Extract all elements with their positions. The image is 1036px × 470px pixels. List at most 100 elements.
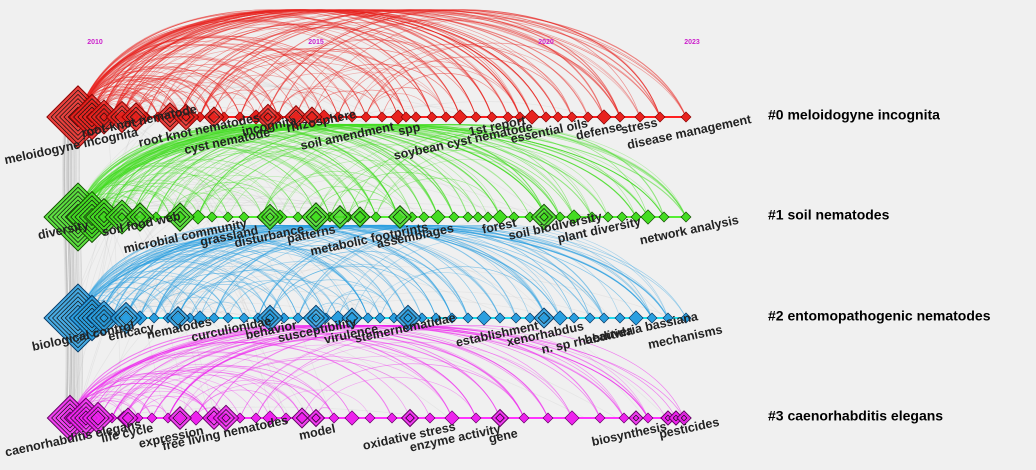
- keyword-node-major[interactable]: [403, 313, 413, 323]
- keyword-node-major[interactable]: [95, 309, 113, 327]
- keyword-node[interactable]: [472, 211, 484, 223]
- keyword-node-major[interactable]: [86, 99, 122, 135]
- keyword-node[interactable]: [430, 312, 442, 324]
- keyword-node[interactable]: [370, 211, 382, 223]
- keyword-node-major[interactable]: [163, 110, 177, 124]
- keyword-node[interactable]: [568, 312, 580, 324]
- keyword-node-major[interactable]: [341, 307, 363, 329]
- keyword-node[interactable]: [482, 211, 494, 223]
- keyword-node-major[interactable]: [99, 313, 109, 323]
- keyword-node[interactable]: [376, 111, 388, 123]
- keyword-node-major[interactable]: [203, 106, 225, 128]
- keyword-node-major[interactable]: [263, 112, 273, 122]
- keyword-node-major[interactable]: [628, 410, 644, 426]
- keyword-node-major[interactable]: [295, 411, 309, 425]
- keyword-node-major[interactable]: [291, 407, 313, 429]
- keyword-node-major[interactable]: [533, 307, 555, 329]
- keyword-node-major[interactable]: [680, 414, 688, 422]
- keyword-node[interactable]: [492, 209, 508, 225]
- keyword-node-major[interactable]: [306, 408, 326, 428]
- keyword-node[interactable]: [430, 209, 446, 225]
- keyword-node[interactable]: [234, 412, 246, 424]
- keyword-node-major[interactable]: [256, 304, 284, 332]
- keyword-node-major[interactable]: [387, 204, 413, 230]
- keyword-node[interactable]: [658, 211, 670, 223]
- keyword-node[interactable]: [238, 211, 250, 223]
- keyword-node[interactable]: [564, 410, 580, 426]
- keyword-node-major[interactable]: [261, 208, 279, 226]
- keyword-node[interactable]: [494, 312, 506, 324]
- keyword-node[interactable]: [400, 111, 412, 123]
- keyword-node-major[interactable]: [668, 410, 684, 426]
- keyword-node[interactable]: [446, 312, 458, 324]
- keyword-node-major[interactable]: [113, 208, 131, 226]
- keyword-node[interactable]: [262, 410, 278, 426]
- cluster-label[interactable]: #1 soil nematodes: [768, 207, 890, 223]
- keyword-node[interactable]: [416, 312, 428, 324]
- keyword-node[interactable]: [602, 211, 614, 223]
- keyword-node[interactable]: [448, 211, 460, 223]
- keyword-node[interactable]: [440, 111, 452, 123]
- keyword-node-major[interactable]: [99, 112, 109, 122]
- keyword-node[interactable]: [508, 211, 520, 223]
- keyword-node[interactable]: [328, 412, 340, 424]
- keyword-node[interactable]: [524, 312, 536, 324]
- keyword-node[interactable]: [374, 312, 386, 324]
- keyword-node-major[interactable]: [121, 102, 151, 132]
- keyword-node[interactable]: [462, 312, 474, 324]
- keyword-node[interactable]: [452, 109, 468, 125]
- keyword-node-major[interactable]: [129, 206, 151, 228]
- keyword-node[interactable]: [470, 111, 482, 123]
- keyword-node-major[interactable]: [90, 304, 118, 332]
- keyword-node[interactable]: [680, 312, 692, 324]
- keyword-node-major[interactable]: [95, 108, 113, 126]
- keyword-node[interactable]: [598, 312, 610, 324]
- keyword-node-major[interactable]: [537, 311, 551, 325]
- keyword-node[interactable]: [554, 211, 566, 223]
- keyword-node[interactable]: [584, 312, 596, 324]
- keyword-node[interactable]: [462, 211, 474, 223]
- keyword-node[interactable]: [280, 412, 292, 424]
- keyword-node-major[interactable]: [84, 197, 124, 237]
- keyword-node[interactable]: [510, 312, 522, 324]
- keyword-node-major[interactable]: [172, 103, 200, 131]
- keyword-node-major[interactable]: [104, 199, 140, 235]
- keyword-node[interactable]: [390, 109, 406, 125]
- keyword-node-major[interactable]: [117, 212, 127, 222]
- keyword-node[interactable]: [642, 412, 654, 424]
- keyword-node-major[interactable]: [217, 409, 235, 427]
- keyword-node-major[interactable]: [89, 202, 119, 232]
- keyword-node[interactable]: [238, 312, 250, 324]
- keyword-node[interactable]: [150, 211, 162, 223]
- cluster-label[interactable]: #0 meloidogyne incognita: [768, 107, 940, 123]
- keyword-node[interactable]: [292, 211, 304, 223]
- keyword-node-major[interactable]: [399, 309, 417, 327]
- keyword-node-major[interactable]: [676, 410, 692, 426]
- keyword-node[interactable]: [586, 211, 598, 223]
- keyword-node[interactable]: [566, 111, 578, 123]
- keyword-node-major[interactable]: [90, 410, 106, 426]
- keyword-node[interactable]: [222, 312, 234, 324]
- keyword-node[interactable]: [386, 412, 398, 424]
- keyword-node[interactable]: [190, 209, 206, 225]
- keyword-node-major[interactable]: [254, 103, 282, 131]
- keyword-node-major[interactable]: [302, 304, 330, 332]
- keyword-node[interactable]: [424, 412, 436, 424]
- keyword-node-major[interactable]: [349, 206, 371, 228]
- keyword-node[interactable]: [680, 211, 692, 223]
- keyword-node-major[interactable]: [539, 212, 549, 222]
- keyword-node[interactable]: [364, 412, 376, 424]
- keyword-node[interactable]: [540, 111, 552, 123]
- keyword-node-major[interactable]: [394, 304, 422, 332]
- keyword-node[interactable]: [388, 312, 400, 324]
- keyword-node-major[interactable]: [121, 411, 135, 425]
- keyword-node[interactable]: [250, 412, 262, 424]
- keyword-node-major[interactable]: [672, 414, 680, 422]
- keyword-node[interactable]: [630, 211, 642, 223]
- keyword-node-major[interactable]: [221, 413, 231, 423]
- keyword-node-major[interactable]: [327, 204, 353, 230]
- keyword-node-major[interactable]: [108, 203, 136, 231]
- keyword-node[interactable]: [346, 111, 358, 123]
- keyword-node-major[interactable]: [490, 408, 510, 428]
- keyword-node[interactable]: [524, 109, 540, 125]
